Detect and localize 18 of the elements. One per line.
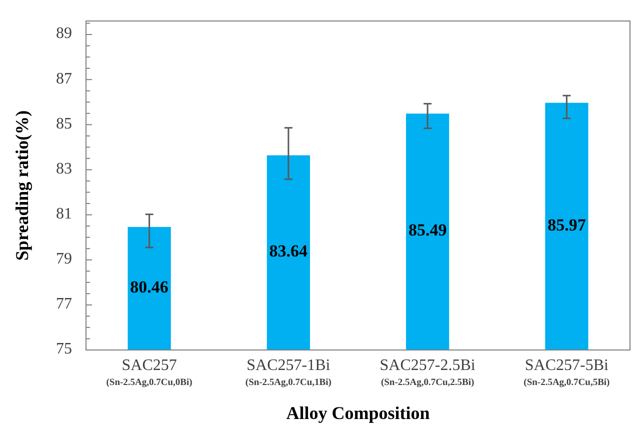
x-tick-label: SAC257-5Bi (Sn-2.5Ag,0.7Cu,5Bi) (524, 357, 610, 388)
y-tick-label: 87 (56, 70, 72, 88)
data-label: 80.46 (130, 277, 168, 296)
data-label: 85.97 (548, 215, 586, 234)
x-axis-title: Alloy Composition (286, 403, 430, 423)
y-tick-label: 77 (56, 296, 72, 313)
x-tick-label: SAC257 (Sn-2.5Ag,0.7Cu,0Bi) (106, 357, 192, 388)
data-label: 85.49 (408, 220, 447, 240)
y-tick-label: 79 (56, 250, 72, 268)
y-tick-label: 85 (56, 115, 72, 132)
data-label: 83.64 (269, 242, 308, 261)
y-tick-label: 81 (56, 205, 72, 222)
y-tick-label: 89 (56, 25, 72, 42)
y-tick-label: 75 (56, 340, 72, 358)
x-tick-label: SAC257-2.5Bi (Sn-2.5Ag,0.7Cu,2.5Bi) (380, 357, 476, 388)
x-tick-label: SAC257-1Bi (Sn-2.5Ag,0.7Cu,1Bi) (245, 357, 332, 388)
y-tick-label: 83 (56, 160, 72, 178)
y-axis-title: Spreading ratio(%) (12, 110, 32, 261)
